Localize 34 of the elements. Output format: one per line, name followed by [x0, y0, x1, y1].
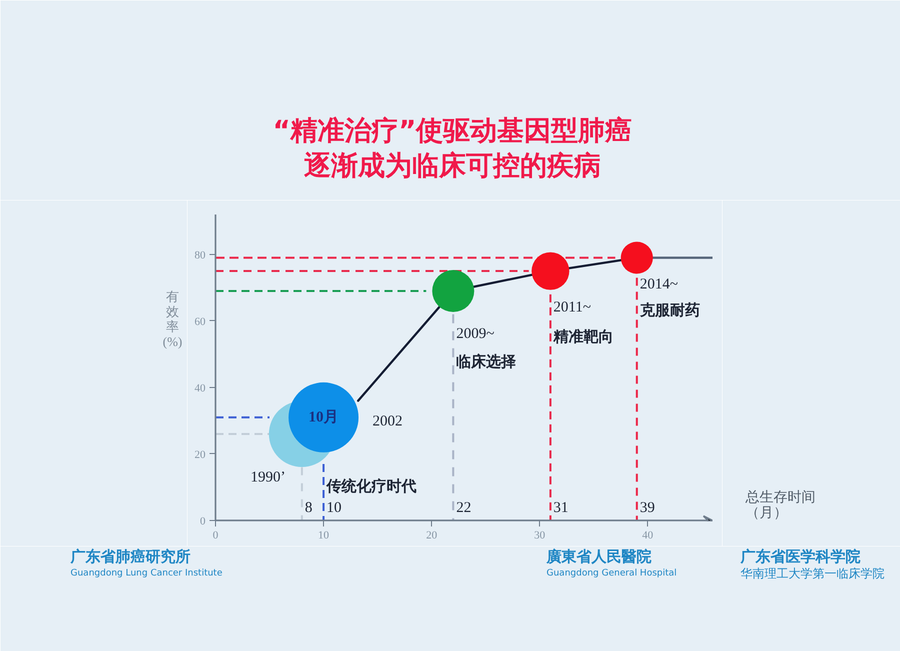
annotation: 8 — [304, 500, 312, 516]
text: 华南理工大学第一临床学院 — [740, 566, 884, 580]
x-axis-title: 总生存时间（月） — [744, 489, 816, 521]
annotation: 10 — [326, 500, 342, 516]
y-axis-title: 有效率(%) — [162, 288, 182, 349]
annotation: 精准靶向 — [552, 328, 614, 346]
chart-title: “精准治疗”使驱动基因型肺癌逐渐成为临床可控的疾病 — [272, 116, 632, 182]
annotation: 2009~ — [456, 326, 494, 342]
x-tick-label: 30 — [534, 530, 546, 542]
x-tick-label: 20 — [426, 530, 438, 542]
text: Guangdong Lung Cancer Institute — [70, 568, 223, 578]
annotation: 10月 — [308, 409, 339, 426]
text: 广东省医学科学院 — [740, 548, 860, 566]
annotation: 1990’ — [250, 470, 286, 486]
text: 广东省肺癌研究所 — [70, 548, 190, 566]
x-tick-label: 0 — [212, 530, 219, 542]
annotation: 2011~ — [553, 300, 591, 316]
annotation: 31 — [553, 500, 568, 516]
annotation: 传统化疗时代 — [326, 478, 417, 496]
annotation: 39 — [640, 500, 655, 516]
x-tick-label: 40 — [642, 530, 654, 542]
annotation: 临床选择 — [456, 352, 516, 371]
annotation: 2014~ — [640, 276, 678, 292]
text: Guangdong General Hospital — [546, 568, 677, 578]
y-tick-label: 40 — [194, 382, 206, 394]
y-tick-label: 60 — [194, 316, 206, 328]
annotation: 克服耐药 — [638, 302, 700, 319]
annotation: 22 — [456, 500, 472, 516]
text: 廣東省人民醫院 — [546, 548, 652, 566]
y-tick-label: 20 — [194, 448, 206, 461]
y-tick-label: 80 — [194, 249, 206, 262]
x-tick-label: 10 — [318, 530, 330, 542]
y-tick-label: 0 — [200, 516, 206, 528]
annotation: 2002 — [372, 414, 402, 430]
